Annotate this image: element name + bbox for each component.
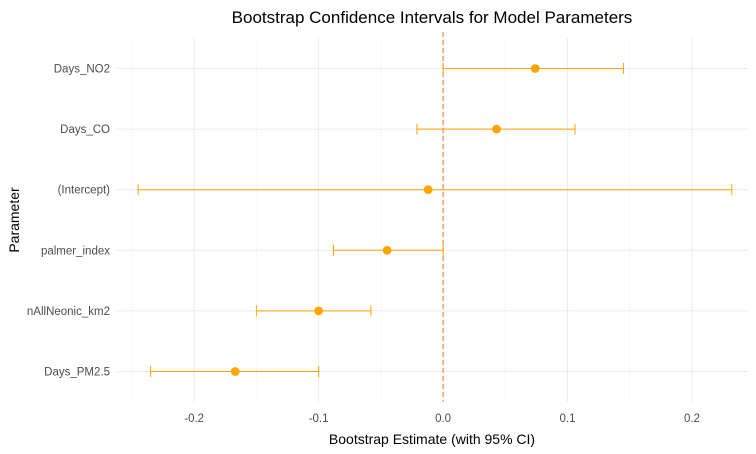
x-axis-title: Bootstrap Estimate (with 95% CI) [329,431,535,447]
estimate-point [530,64,540,73]
y-tick-label: Days_PM2.5 [44,367,110,379]
grid [117,38,748,402]
y-tick-label: nAllNeonic_km2 [27,306,110,318]
x-tick-label: -0.2 [184,413,204,425]
estimate-point [230,367,240,376]
y-tick-label: Days_NO2 [54,64,110,76]
estimate-point [423,185,433,195]
x-tick-label: 0.1 [560,413,576,425]
errorbar-group-Days_NO2 [442,63,625,74]
y-tick-label: (Intercept) [58,185,111,197]
estimate-point [314,306,324,316]
estimate-point [382,245,392,255]
errorbar-group-palmer_index [333,244,444,256]
y-tick-label: palmer_index [41,245,110,257]
x-axis-ticks: -0.2 -0.1 0.0 0.1 0.2 [184,413,700,425]
estimate-point [492,124,501,134]
y-axis-title: Parameter [6,187,22,253]
data-marks [137,63,733,377]
errorbar-group-(Intercept) [137,184,733,196]
y-tick-label: Days_CO [60,124,110,136]
y-axis-ticks: Days_NO2 Days_CO (Intercept) palmer_index nA… [27,64,110,379]
chart-title: Bootstrap Confidence Intervals for Model… [232,8,633,27]
x-tick-label: -0.1 [309,413,329,425]
errorbar-group-Days_CO [416,123,576,135]
errorbar-group-Days_PM2.5 [150,366,320,377]
x-tick-label: 0.2 [684,413,700,425]
errorbar-group-nAllNeonic_km2 [255,305,372,317]
x-tick-label: 0.0 [435,413,451,425]
